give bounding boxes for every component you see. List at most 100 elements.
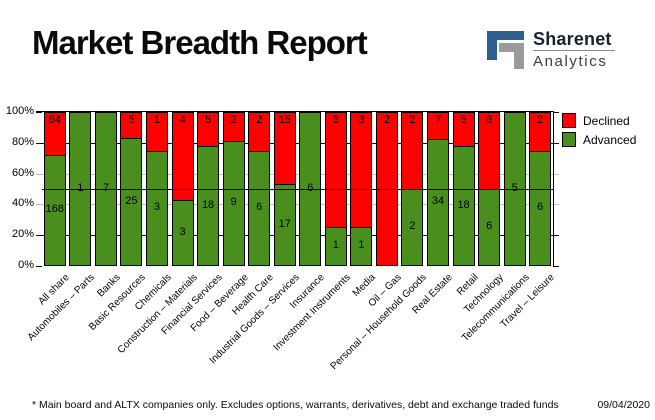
advanced-count-retail: 18: [457, 198, 470, 211]
advanced-count-construction-materials: 3: [179, 225, 186, 238]
declined-count-chemicals: 1: [153, 114, 161, 126]
footnote: * Main board and ALTX companies only. Ex…: [32, 399, 559, 411]
advanced-segment: [249, 151, 270, 265]
advanced-count-health-care: 6: [256, 201, 263, 213]
advanced-count-investment-instruments: 1: [332, 239, 339, 251]
advanced-segment: [530, 151, 551, 265]
declined-segment: [146, 113, 167, 151]
declined-segment: [453, 113, 474, 146]
declined-swatch: [562, 113, 576, 128]
top-frame-line: [36, 111, 553, 112]
y-axis-label-80: 80%: [11, 136, 34, 148]
gridline-60: [42, 174, 553, 175]
x-axis-label-all-share: All share: [36, 272, 72, 308]
report-date: 09/04/2020: [597, 399, 650, 411]
legend-item-declined: Declined: [562, 113, 636, 128]
declined-count-health-care: 2: [256, 114, 263, 126]
logo-text: Sharenet Analytics: [533, 29, 615, 70]
stacked-bar-food-beverage: [222, 112, 245, 266]
advanced-count-food-beverage: 9: [230, 196, 237, 208]
y-tick-right-80: [553, 143, 559, 144]
advanced-segment: [325, 227, 346, 265]
gridline-20: [42, 235, 553, 236]
declined-count-investment-instruments: 3: [332, 114, 339, 126]
y-tick-right-60: [553, 174, 559, 175]
declined-count-food-beverage: 2: [230, 114, 237, 126]
declined-segment: [121, 113, 142, 138]
advanced-segment: [172, 200, 193, 265]
y-tick-right-20: [553, 235, 559, 236]
declined-segment: [479, 113, 500, 189]
declined-segment: [530, 113, 551, 151]
y-axis-label-0: 0%: [18, 259, 34, 271]
legend-label-declined: Declined: [583, 113, 630, 128]
declined-count-real-estate: 7: [434, 114, 442, 126]
declined-count-financial-services: 5: [205, 114, 212, 126]
advanced-count-basic-resources: 25: [125, 194, 138, 207]
declined-segment: [172, 113, 193, 200]
y-axis-label-40: 40%: [11, 197, 34, 209]
advanced-count-travel-leisure: 6: [537, 201, 544, 213]
declined-count-travel-leisure: 2: [537, 114, 544, 126]
declined-count-all-share: 64: [48, 114, 61, 126]
legend-label-advanced: Advanced: [583, 132, 637, 147]
advanced-count-personal-household-goods: 2: [409, 220, 416, 232]
chart-legend: Declined Advanced: [562, 113, 636, 151]
y-tick-right-40: [553, 204, 559, 205]
advanced-segment: [44, 155, 65, 265]
declined-segment: [402, 113, 423, 189]
declined-count-retail: 5: [460, 114, 467, 126]
y-axis-label-100: 100%: [5, 105, 34, 117]
advanced-count-media: 1: [358, 239, 365, 251]
advanced-count-industrial-goods-services: 17: [278, 217, 291, 230]
advanced-segment: [223, 141, 244, 265]
declined-segment: [274, 113, 295, 184]
declined-count-personal-household-goods: 2: [409, 114, 416, 126]
page-title: Market Breadth Report: [32, 24, 368, 61]
declined-segment: [198, 113, 219, 146]
declined-segment: [223, 113, 244, 141]
advanced-count-telecommunications: 5: [511, 182, 518, 194]
advanced-count-financial-services: 18: [201, 198, 215, 211]
logo-line-analytics: Analytics: [533, 53, 608, 70]
declined-segment: [351, 113, 372, 227]
y-tick-40: [36, 204, 42, 205]
declined-count-construction-materials: 4: [179, 114, 186, 126]
advanced-count-chemicals: 3: [153, 201, 161, 213]
logo-line-sharenet: Sharenet: [533, 29, 612, 49]
gridline-80: [42, 143, 553, 144]
advanced-count-banks: 7: [102, 182, 109, 194]
advanced-segment: [351, 227, 372, 265]
y-tick-20: [36, 235, 42, 236]
declined-segment: [428, 113, 449, 139]
declined-count-oil-gas: 2: [383, 114, 390, 126]
advanced-count-technology: 6: [486, 220, 493, 232]
advanced-segment: [198, 146, 219, 265]
gridline-40: [42, 204, 553, 205]
advanced-segment: [121, 138, 142, 265]
y-tick-0: [36, 266, 42, 267]
declined-segment: [325, 113, 346, 227]
declined-count-media: 3: [358, 114, 365, 126]
legend-item-advanced: Advanced: [562, 132, 636, 147]
y-tick-100: [36, 112, 42, 113]
y-axis-label-60: 60%: [11, 167, 34, 179]
advanced-count-all-share: 168: [45, 203, 64, 215]
advanced-count-real-estate: 34: [431, 195, 445, 207]
advanced-count-automobiles-parts: 1: [77, 182, 84, 194]
declined-segment: [249, 113, 270, 151]
advanced-segment: [146, 151, 167, 265]
y-tick-60: [36, 174, 42, 175]
fifty-percent-line: [42, 189, 554, 190]
advanced-segment: [428, 139, 449, 265]
y-tick-right-100: [553, 112, 559, 113]
advanced-segment: [453, 146, 474, 265]
declined-segment: [44, 113, 65, 155]
advanced-count-insurance: 6: [307, 182, 314, 194]
declined-count-industrial-goods-services: 15: [278, 114, 291, 126]
y-axis-label-20: 20%: [11, 228, 34, 240]
sharenet-s-icon: [487, 31, 524, 69]
logo-divider: [533, 50, 615, 51]
